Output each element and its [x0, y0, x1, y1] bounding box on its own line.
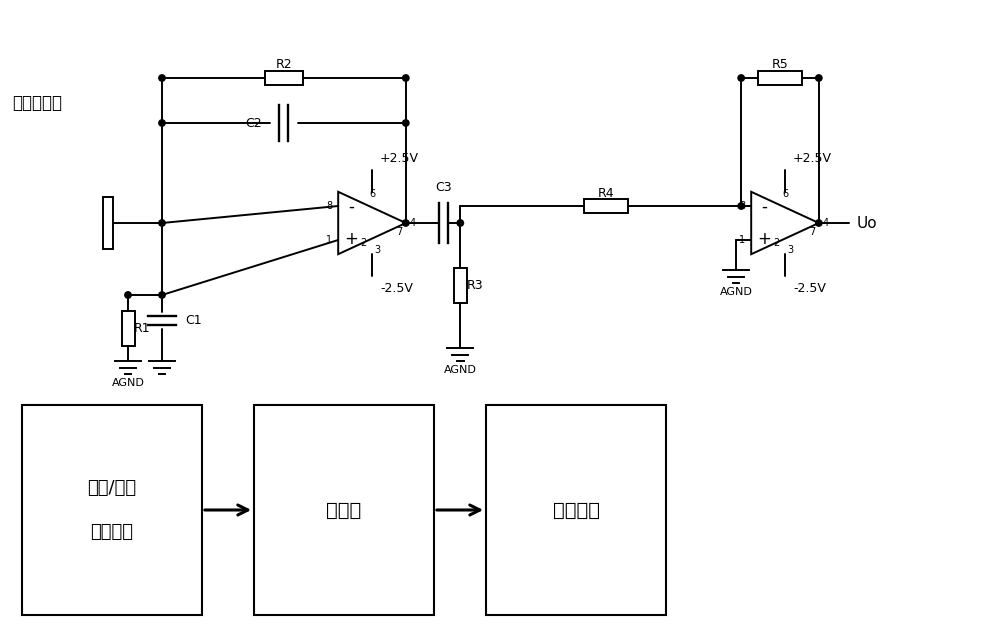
Text: 7: 7 [396, 227, 402, 237]
Text: 传感器电极: 传感器电极 [12, 94, 62, 112]
Text: +2.5V: +2.5V [793, 152, 832, 165]
Text: Uo: Uo [857, 215, 877, 230]
Circle shape [403, 75, 409, 81]
Text: AGND: AGND [112, 378, 144, 388]
Text: 3: 3 [787, 245, 793, 255]
Text: 8: 8 [326, 201, 332, 211]
Text: -: - [761, 198, 767, 216]
Circle shape [159, 120, 165, 126]
Text: C2: C2 [245, 116, 262, 130]
Circle shape [403, 120, 409, 126]
Text: 4: 4 [823, 218, 829, 228]
Text: -2.5V: -2.5V [793, 282, 826, 295]
Bar [265, 71, 303, 85]
Text: +: + [757, 230, 771, 248]
Text: 6: 6 [782, 189, 788, 199]
Circle shape [816, 75, 822, 81]
Circle shape [457, 220, 463, 226]
Text: 8: 8 [739, 201, 745, 211]
Text: R2: R2 [276, 58, 292, 72]
Text: 转换电路: 转换电路 [91, 523, 134, 541]
Text: R3: R3 [466, 279, 483, 292]
Circle shape [403, 220, 409, 226]
Text: -2.5V: -2.5V [380, 282, 413, 295]
Circle shape [159, 75, 165, 81]
Text: +2.5V: +2.5V [380, 152, 419, 165]
Text: R4: R4 [597, 187, 614, 199]
Bar [486, 405, 666, 615]
Text: 1: 1 [326, 235, 332, 245]
Text: 1: 1 [739, 235, 745, 245]
Bar [584, 199, 628, 213]
Text: R1: R1 [134, 322, 151, 334]
Text: 电压放大: 电压放大 [552, 501, 600, 520]
Text: AGND: AGND [720, 287, 753, 297]
Bar [22, 405, 202, 615]
Text: AGND: AGND [444, 365, 477, 375]
Bar [122, 311, 135, 346]
Circle shape [816, 220, 822, 226]
Text: C1: C1 [185, 313, 202, 327]
Text: 4: 4 [410, 218, 416, 228]
Text: 7: 7 [809, 227, 815, 237]
Circle shape [125, 292, 131, 298]
Text: 2: 2 [773, 238, 779, 248]
Text: -: - [348, 198, 354, 216]
Text: 去直流: 去直流 [326, 501, 362, 520]
Bar [103, 197, 113, 249]
Bar [254, 405, 434, 615]
Circle shape [159, 220, 165, 226]
Circle shape [738, 203, 744, 209]
Text: 电荷/电压: 电荷/电压 [87, 479, 137, 497]
Text: 6: 6 [369, 189, 375, 199]
Text: 2: 2 [360, 238, 366, 248]
Bar [758, 71, 802, 85]
Text: R5: R5 [772, 58, 788, 72]
Circle shape [738, 75, 744, 81]
Circle shape [159, 292, 165, 298]
Text: +: + [344, 230, 358, 248]
Bar [454, 268, 467, 303]
Text: 3: 3 [374, 245, 380, 255]
Text: C3: C3 [435, 181, 452, 194]
